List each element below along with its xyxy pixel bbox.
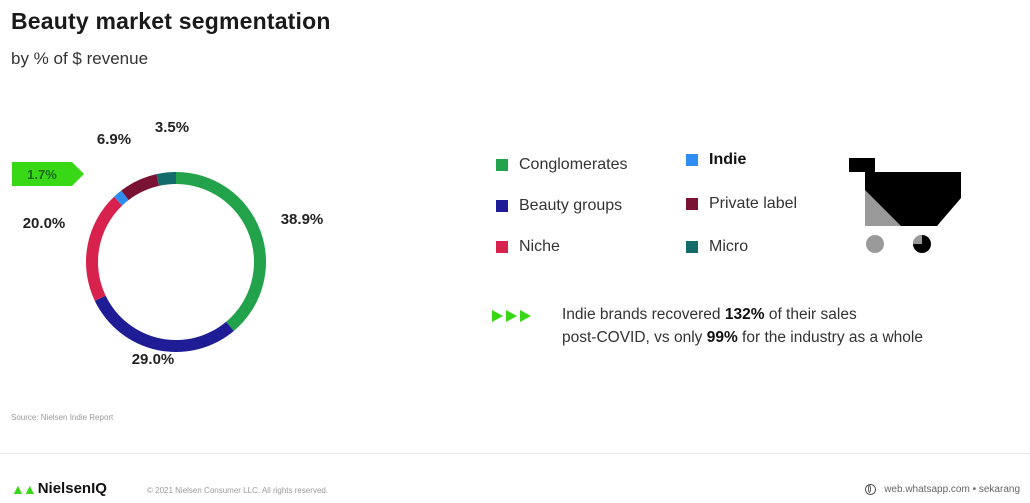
chart-title: Beauty market segmentation [11,8,331,34]
data-label-beauty-groups: 29.0% [132,351,175,368]
share-source[interactable]: web.whatsapp.com • sekarang [865,484,1020,495]
donut-slice-micro [156,172,176,186]
legend-item-private-label: Private label [686,195,797,213]
note-text-part: Indie brands recovered [562,306,725,323]
shopping-cart-icon [849,158,961,253]
data-label-indie: 1.7% [27,167,57,182]
donut-chart: 38.9% 29.0% 20.0% 1.7% 6.9% 3.5% [12,119,324,368]
note-text-part: post-COVID, vs only [562,329,707,346]
legend-label: Indie [709,151,747,168]
source-note: Source: Nielsen Indie Report [11,413,114,422]
legend-swatch [496,200,508,212]
legend-swatch [686,198,698,210]
donut-slice-private-label [121,174,159,201]
data-label-conglomerates: 38.9% [281,211,324,228]
legend-label: Micro [709,238,749,255]
brand-name: NielsenIQ [37,480,107,497]
globe-icon [865,484,877,495]
legend-item-conglomerates: Conglomerates [496,156,628,174]
legend-item-micro: Micro [686,238,748,256]
donut-slice-beauty-groups [94,295,234,352]
legend-item-niche: Niche [496,238,560,256]
nielseniq-logo-icon: ▲▲ [11,480,37,497]
note-text-part: of their sales [764,306,857,323]
highlight-label-indie: 1.7% [12,162,84,186]
data-label-micro: 3.5% [155,119,189,136]
highlight-tag [12,162,84,186]
legend-item-indie: Indie [686,151,746,169]
legend-label: Niche [519,238,560,255]
share-text: web.whatsapp.com • sekarang [884,484,1020,495]
copyright: © 2021 Nielsen Consumer LLC. All rights … [147,486,329,495]
legend-swatch [686,154,698,166]
legend-label: Beauty groups [519,197,623,214]
note-text: Indie brands recovered 132% of their sal… [562,303,923,349]
brand-logo: ▲▲ NielsenIQ [11,480,107,497]
recovery-note: Indie brands recovered 132% of their sal… [492,303,923,349]
donut-slice-indie [113,190,129,206]
donut-slice-niche [85,196,123,301]
legend-item-beauty-groups: Beauty groups [496,197,622,215]
triple-arrow-icon [492,310,534,349]
legend-label: Private label [709,195,798,212]
donut-slice-conglomerates [176,172,266,331]
note-text-part: for the industry as a whole [737,329,923,346]
data-label-private-label: 6.9% [97,131,131,148]
legend-swatch [496,159,508,171]
legend-label: Conglomerates [519,156,628,173]
footer-divider [0,453,1030,454]
legend-swatch [686,241,698,253]
chart-subtitle: by % of $ revenue [11,49,149,68]
note-highlight-industry: 99% [706,329,738,346]
note-highlight-indie: 132% [724,306,765,323]
legend-swatch [496,241,508,253]
data-label-niche: 20.0% [23,215,66,232]
